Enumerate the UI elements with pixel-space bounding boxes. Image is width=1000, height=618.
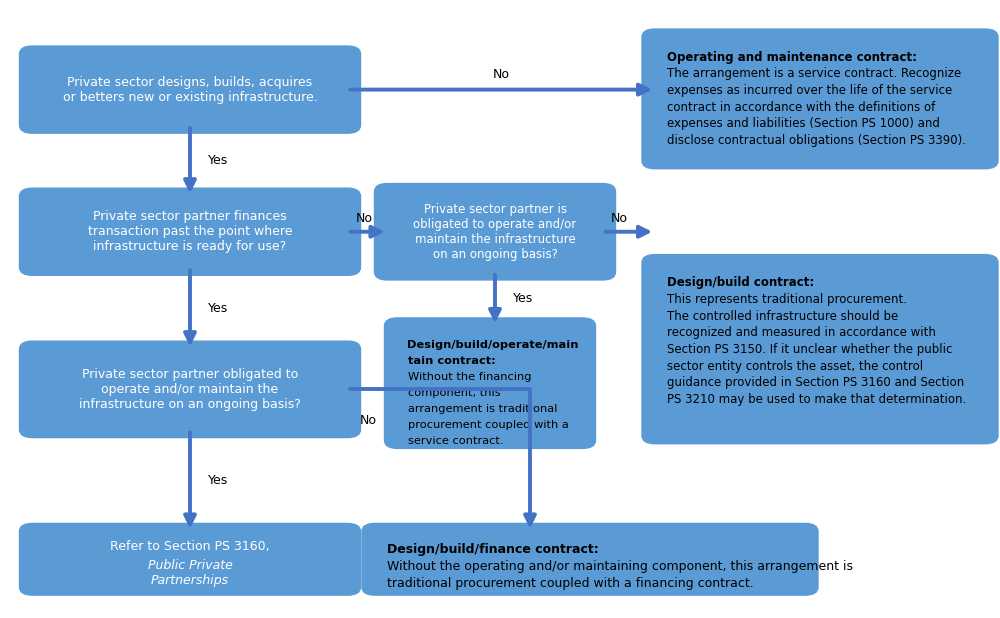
Text: The arrangement is a service contract. Recognize: The arrangement is a service contract. R… <box>667 67 961 80</box>
Text: Yes: Yes <box>208 154 228 167</box>
Text: Private sector partner finances
transaction past the point where
infrastructure : Private sector partner finances transact… <box>88 210 292 253</box>
Text: expenses as incurred over the life of the service: expenses as incurred over the life of th… <box>667 84 952 97</box>
Text: Private sector partner is
obligated to operate and/or
maintain the infrastructur: Private sector partner is obligated to o… <box>413 203 577 261</box>
FancyBboxPatch shape <box>362 523 818 595</box>
Text: Public Private
Partnerships: Public Private Partnerships <box>148 559 232 587</box>
Text: Design/build contract:: Design/build contract: <box>667 276 814 289</box>
Text: Design/build/operate/main: Design/build/operate/main <box>408 340 579 350</box>
Text: Yes: Yes <box>513 292 533 305</box>
Text: Without the operating and/or maintaining component, this arrangement is: Without the operating and/or maintaining… <box>387 560 853 573</box>
Text: This represents traditional procurement.: This represents traditional procurement. <box>667 293 907 306</box>
Text: Operating and maintenance contract:: Operating and maintenance contract: <box>667 51 917 64</box>
Text: guidance provided in Section PS 3160 and Section: guidance provided in Section PS 3160 and… <box>667 376 964 389</box>
Text: procurement coupled with a: procurement coupled with a <box>408 420 568 430</box>
Text: No: No <box>360 413 377 427</box>
Text: contract in accordance with the definitions of: contract in accordance with the definiti… <box>667 101 935 114</box>
Text: Yes: Yes <box>208 302 228 315</box>
Text: component, this: component, this <box>408 388 500 398</box>
FancyBboxPatch shape <box>374 184 615 280</box>
Text: sector entity controls the asset, the control: sector entity controls the asset, the co… <box>667 360 923 373</box>
Text: Private sector designs, builds, acquires
or betters new or existing infrastructu: Private sector designs, builds, acquires… <box>63 75 317 104</box>
Text: service contract.: service contract. <box>408 436 503 446</box>
Text: Without the financing: Without the financing <box>408 371 531 382</box>
FancyBboxPatch shape <box>20 46 361 133</box>
Text: Design/build/finance contract:: Design/build/finance contract: <box>387 543 599 556</box>
FancyBboxPatch shape <box>20 188 361 276</box>
Text: The controlled infrastructure should be: The controlled infrastructure should be <box>667 310 898 323</box>
Text: Private sector partner obligated to
operate and/or maintain the
infrastructure o: Private sector partner obligated to oper… <box>79 368 301 411</box>
FancyBboxPatch shape <box>20 523 361 595</box>
FancyBboxPatch shape <box>384 318 595 449</box>
Text: No: No <box>356 211 373 225</box>
Text: PS 3210 may be used to make that determination.: PS 3210 may be used to make that determi… <box>667 393 966 406</box>
Text: Refer to Section PS 3160,: Refer to Section PS 3160, <box>110 540 270 554</box>
Text: disclose contractual obligations (Section PS 3390).: disclose contractual obligations (Sectio… <box>667 134 966 147</box>
Text: tain contract:: tain contract: <box>408 355 495 366</box>
FancyBboxPatch shape <box>642 29 998 169</box>
Text: recognized and measured in accordance with: recognized and measured in accordance wi… <box>667 326 936 339</box>
Text: arrangement is traditional: arrangement is traditional <box>408 404 557 414</box>
Text: expenses and liabilities (Section PS 1000) and: expenses and liabilities (Section PS 100… <box>667 117 940 130</box>
Text: traditional procurement coupled with a financing contract.: traditional procurement coupled with a f… <box>387 577 754 590</box>
FancyBboxPatch shape <box>642 255 998 444</box>
FancyBboxPatch shape <box>20 341 361 438</box>
Text: Section PS 3150. If it unclear whether the public: Section PS 3150. If it unclear whether t… <box>667 343 952 356</box>
Text: No: No <box>493 67 510 81</box>
Text: No: No <box>610 211 628 225</box>
Text: Yes: Yes <box>208 474 228 487</box>
